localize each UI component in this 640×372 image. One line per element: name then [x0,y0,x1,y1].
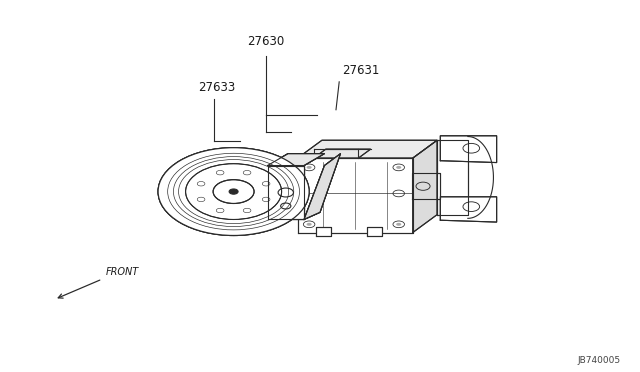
Text: 27630: 27630 [247,35,284,48]
Circle shape [396,166,401,169]
Circle shape [229,189,238,194]
Polygon shape [367,227,382,236]
Polygon shape [268,166,304,219]
Text: JB740005: JB740005 [578,356,621,365]
Circle shape [307,223,312,226]
Text: FRONT: FRONT [106,267,139,277]
Polygon shape [440,197,497,222]
Polygon shape [316,227,331,236]
Polygon shape [268,154,324,166]
Polygon shape [437,140,468,215]
Polygon shape [440,136,497,163]
Polygon shape [298,140,437,158]
Circle shape [186,164,282,219]
Text: 27633: 27633 [198,81,236,94]
Polygon shape [314,149,371,158]
Circle shape [213,180,254,203]
Polygon shape [298,158,413,232]
Circle shape [158,148,309,235]
Polygon shape [304,154,340,219]
Polygon shape [268,154,324,166]
Polygon shape [412,173,440,199]
Circle shape [396,223,401,226]
Circle shape [307,166,312,169]
Circle shape [213,180,254,203]
Polygon shape [268,166,304,219]
Text: 27631: 27631 [342,64,380,77]
Circle shape [186,164,282,219]
Circle shape [158,148,309,235]
Polygon shape [304,154,340,219]
Circle shape [229,189,238,194]
Polygon shape [413,140,437,232]
